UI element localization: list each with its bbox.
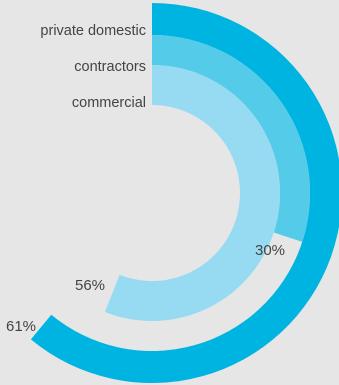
data-label-contractors: 30% [255, 242, 285, 259]
legend-label-commercial: commercial [67, 89, 152, 115]
svg-text:contractors: contractors [74, 59, 146, 75]
legend-label-contractors: contractors [70, 53, 152, 79]
data-label-commercial: 56% [75, 277, 105, 294]
bar-contractors [152, 35, 310, 242]
svg-text:commercial: commercial [72, 95, 146, 111]
legend-label-private-domestic: private domestic [36, 17, 152, 43]
bar-commercial [104, 65, 281, 322]
svg-text:private domestic: private domestic [40, 23, 146, 39]
data-label-private-domestic: 61% [6, 318, 36, 335]
bar-private-domestic [30, 3, 339, 383]
